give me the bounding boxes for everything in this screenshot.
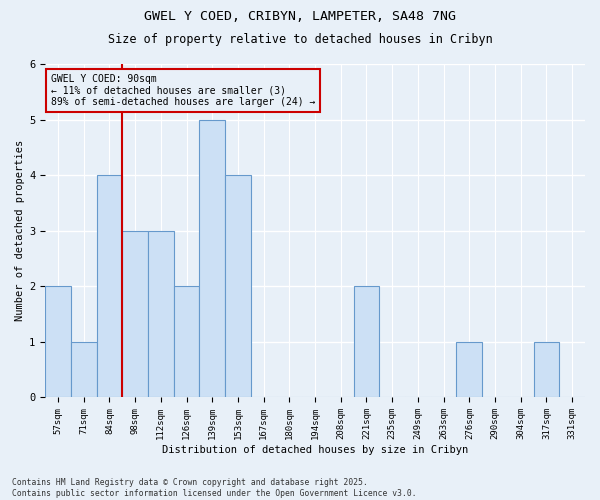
Bar xyxy=(97,175,122,398)
Y-axis label: Number of detached properties: Number of detached properties xyxy=(15,140,25,322)
Bar xyxy=(173,286,199,398)
Text: GWEL Y COED: 90sqm
← 11% of detached houses are smaller (3)
89% of semi-detached: GWEL Y COED: 90sqm ← 11% of detached hou… xyxy=(50,74,315,107)
Bar xyxy=(225,175,251,398)
Bar xyxy=(148,230,173,398)
Text: Contains HM Land Registry data © Crown copyright and database right 2025.
Contai: Contains HM Land Registry data © Crown c… xyxy=(12,478,416,498)
Bar xyxy=(199,120,225,398)
Bar xyxy=(533,342,559,398)
Bar xyxy=(353,286,379,398)
Bar xyxy=(457,342,482,398)
X-axis label: Distribution of detached houses by size in Cribyn: Distribution of detached houses by size … xyxy=(162,445,468,455)
Bar xyxy=(71,342,97,398)
Bar xyxy=(122,230,148,398)
Text: Size of property relative to detached houses in Cribyn: Size of property relative to detached ho… xyxy=(107,32,493,46)
Text: GWEL Y COED, CRIBYN, LAMPETER, SA48 7NG: GWEL Y COED, CRIBYN, LAMPETER, SA48 7NG xyxy=(144,10,456,23)
Bar xyxy=(45,286,71,398)
